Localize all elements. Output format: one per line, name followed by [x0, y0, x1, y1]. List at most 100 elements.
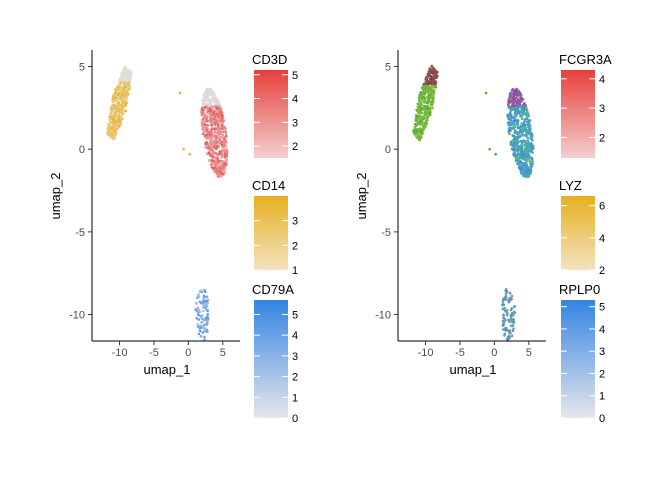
legend-tick-label: 3 — [292, 117, 298, 129]
data-point — [218, 105, 222, 109]
x-tick-label: -10 — [418, 347, 434, 359]
panel-2: -10 -5 0 5 5 0 -5 -10 umap_1 umap_2 FCGR3A 4 3 2 LY… — [354, 50, 612, 425]
data-point — [517, 162, 520, 165]
data-point — [413, 126, 416, 129]
data-point — [215, 140, 218, 143]
data-point — [430, 77, 433, 81]
data-point — [211, 115, 215, 118]
data-point — [122, 67, 126, 71]
data-point — [517, 110, 521, 114]
data-point — [114, 93, 118, 97]
data-point — [213, 130, 217, 134]
data-point — [203, 123, 207, 126]
data-point — [502, 298, 505, 301]
data-point — [514, 124, 517, 128]
data-point — [426, 89, 430, 92]
y-tick-label: -5 — [75, 227, 85, 239]
data-point — [203, 303, 206, 307]
data-point — [110, 121, 113, 124]
data-point — [514, 159, 518, 162]
data-point — [517, 131, 521, 134]
data-point — [418, 93, 421, 97]
data-point — [429, 94, 433, 97]
data-point — [205, 295, 209, 299]
data-point — [414, 119, 418, 123]
data-point — [211, 153, 214, 156]
data-point — [110, 104, 114, 108]
data-point — [117, 92, 120, 95]
data-point — [429, 100, 432, 103]
data-point — [207, 89, 211, 93]
data-point — [209, 100, 212, 103]
data-point — [210, 118, 214, 121]
data-point — [208, 93, 211, 96]
legend-title: CD3D — [252, 52, 287, 67]
data-point — [212, 108, 215, 111]
data-point — [418, 138, 422, 142]
data-point — [215, 110, 219, 113]
data-point — [205, 119, 208, 122]
data-point — [514, 140, 518, 143]
data-point — [194, 308, 197, 312]
data-point — [108, 118, 111, 121]
data-point — [526, 149, 530, 153]
data-point — [219, 130, 223, 134]
data-point — [215, 119, 219, 123]
data-point — [111, 98, 114, 101]
data-point — [502, 316, 505, 320]
data-point — [418, 99, 421, 103]
data-point — [508, 320, 511, 324]
legend-tick-label: 4 — [292, 94, 298, 106]
legend-colorbar — [254, 196, 288, 270]
data-point — [504, 298, 508, 301]
data-point — [516, 148, 519, 151]
data-point — [521, 117, 524, 120]
legend-colorbar — [254, 300, 288, 418]
data-point — [198, 329, 202, 333]
data-point — [416, 109, 420, 112]
data-point — [203, 290, 207, 294]
legend-title: RPLP0 — [559, 282, 600, 297]
data-point — [209, 136, 213, 139]
data-point — [526, 115, 529, 119]
data-point — [420, 120, 423, 123]
data-point — [510, 334, 514, 338]
data-point — [207, 146, 210, 150]
data-point — [519, 129, 522, 132]
data-point — [215, 167, 218, 171]
data-point — [208, 148, 212, 152]
data-point — [503, 334, 506, 337]
data-point — [210, 130, 213, 134]
data-point — [197, 313, 200, 317]
y-tick-label: -10 — [375, 310, 391, 322]
panel-2-y-axis-label: umap_2 — [354, 173, 369, 220]
data-point — [202, 103, 205, 107]
data-point — [124, 82, 128, 85]
data-point — [515, 137, 518, 141]
data-point — [516, 126, 520, 129]
data-point — [200, 314, 204, 318]
data-point — [510, 307, 514, 310]
data-point — [416, 105, 420, 109]
data-point — [508, 291, 512, 295]
data-point — [421, 115, 424, 119]
data-point — [206, 298, 210, 302]
data-point — [426, 107, 430, 110]
data-point — [220, 156, 223, 159]
data-point — [512, 321, 516, 324]
data-point — [430, 102, 434, 105]
data-point — [424, 124, 428, 127]
data-point — [508, 123, 512, 127]
data-point — [205, 304, 208, 307]
legend-tick-label: 0 — [292, 413, 298, 425]
data-point — [210, 123, 213, 127]
data-point — [425, 95, 429, 99]
data-point — [526, 136, 529, 140]
data-point — [520, 122, 523, 125]
data-point — [110, 135, 114, 139]
data-point — [522, 126, 526, 130]
data-point — [520, 111, 523, 114]
data-point — [211, 92, 215, 95]
data-point — [123, 77, 126, 81]
data-point — [527, 152, 530, 156]
